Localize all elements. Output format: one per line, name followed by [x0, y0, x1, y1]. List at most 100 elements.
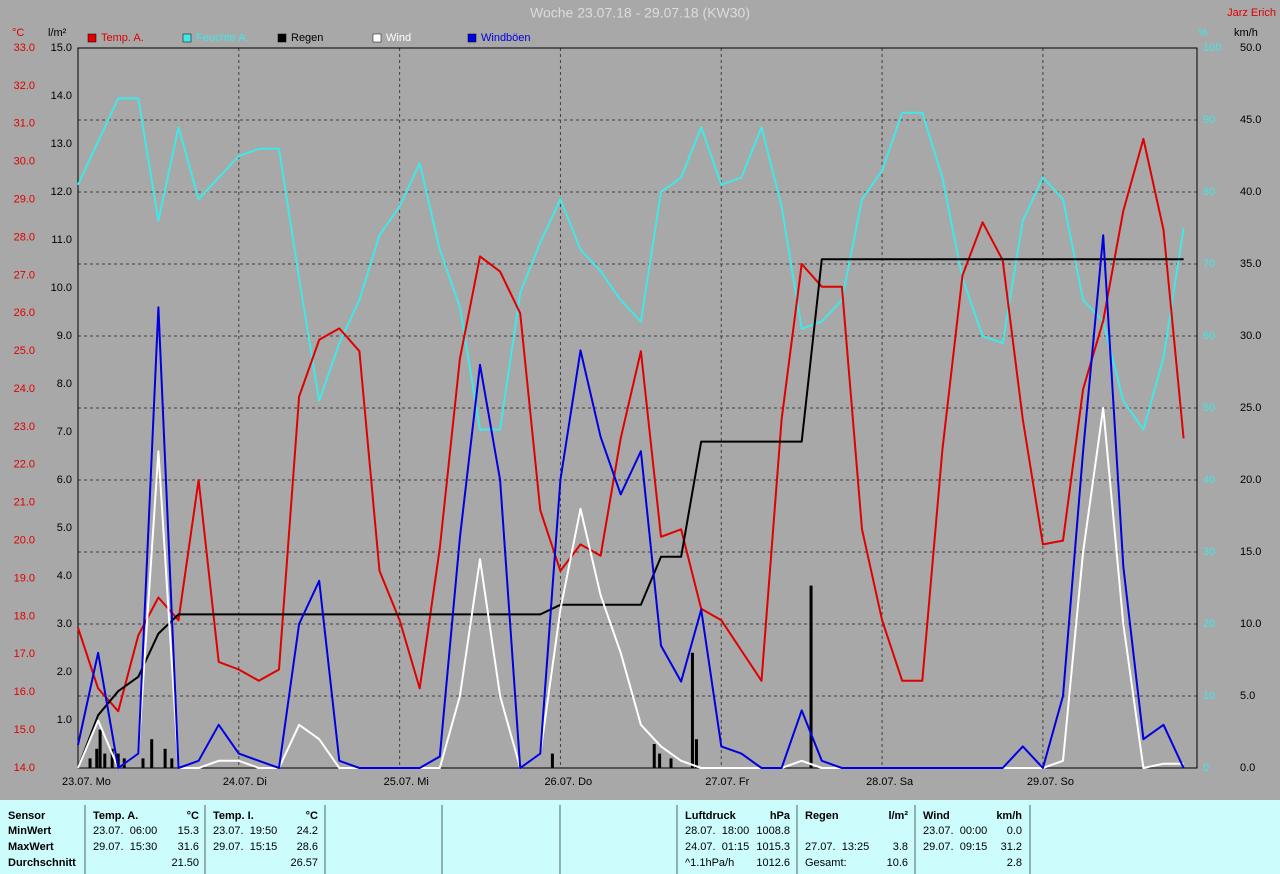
y2-tick-label: 0 [1203, 762, 1209, 774]
y4-tick-label: 35.0 [1240, 258, 1261, 270]
y4-tick-label: 25.0 [1240, 402, 1261, 414]
cell-value: 28.6 [297, 841, 318, 853]
group-name: Wind [923, 810, 950, 822]
rain-bar [110, 748, 114, 768]
y3-tick-label: 6.0 [57, 474, 72, 486]
y2-tick-label: 30 [1203, 546, 1215, 558]
cell-value: 15.3 [178, 825, 199, 837]
y-tick-label: 27.0 [14, 269, 35, 281]
cell-value: 26.57 [290, 857, 318, 869]
y4-tick-label: 30.0 [1240, 330, 1261, 342]
cell-date: Gesamt: [805, 857, 847, 869]
y2-tick-label: 70 [1203, 258, 1215, 270]
x-tick-label: 23.07. Mo [62, 776, 111, 788]
y3-tick-label: 14.0 [51, 90, 72, 102]
cell-value: 1012.6 [756, 857, 790, 869]
cell-date: 27.07. 13:25 [805, 841, 869, 853]
rain-bar [694, 739, 698, 768]
y2-tick-label: 80 [1203, 186, 1215, 198]
y3-tick-label: 8.0 [57, 378, 72, 390]
y4-tick-label: 10.0 [1240, 618, 1261, 630]
cell-date: 28.07. 18:00 [685, 825, 749, 837]
rain-bar [163, 748, 167, 768]
row-label: MinWert [8, 825, 52, 837]
y4-tick-label: 50.0 [1240, 42, 1261, 54]
y3-tick-label: 12.0 [51, 186, 72, 198]
y3-tick-label: 7.0 [57, 426, 72, 438]
series-line [77, 137, 1185, 713]
y3-tick-label: 10.0 [51, 282, 72, 294]
cell-value: 0.0 [1007, 825, 1022, 837]
rain-bar [98, 729, 102, 768]
group-name: Regen [805, 810, 839, 822]
rain-bar [150, 739, 154, 768]
group-unit: hPa [770, 810, 791, 822]
cell-date: ^1.1hPa/h [685, 857, 734, 869]
cell-value: 2.8 [1007, 857, 1022, 869]
cell-value: 31.6 [178, 841, 199, 853]
y2-tick-label: 50 [1203, 402, 1215, 414]
legend-label: Windböen [481, 32, 531, 44]
y2-tick-label: 60 [1203, 330, 1215, 342]
group-unit: l/m² [888, 810, 908, 822]
y3-tick-label: 13.0 [51, 138, 72, 150]
series-line [77, 258, 1184, 769]
y2-tick-label: 40 [1203, 474, 1215, 486]
y4-tick-label: 15.0 [1240, 546, 1261, 558]
plot-frame [77, 47, 1198, 769]
y-tick-label: 16.0 [14, 686, 35, 698]
table-background [0, 800, 1280, 874]
y3-tick-label: 3.0 [57, 618, 72, 630]
rain-bar [809, 585, 813, 768]
group-name: Temp. A. [93, 810, 138, 822]
y3-tick-label: 4.0 [57, 570, 72, 582]
legend-swatch [182, 33, 192, 43]
y3-tick-label: 5.0 [57, 522, 72, 534]
rain-bar [658, 753, 662, 768]
x-tick-label: 24.07. Di [223, 776, 267, 788]
legend-swatch [87, 33, 97, 43]
y-tick-label: 18.0 [14, 610, 35, 622]
y-tick-label: 32.0 [14, 80, 35, 92]
y-tick-label: 25.0 [14, 345, 35, 357]
legend-swatch [277, 33, 287, 43]
legend-label: Feuchte A. [196, 32, 249, 44]
rain-bar [141, 758, 145, 768]
legend-swatch [467, 33, 477, 43]
x-tick-label: 27.07. Fr [705, 776, 749, 788]
y2-tick-label: 20 [1203, 618, 1215, 630]
x-tick-label: 28.07. Sa [866, 776, 914, 788]
rain-bar [95, 748, 99, 768]
cell-date: 23.07. 19:50 [213, 825, 277, 837]
series-line [77, 97, 1185, 431]
x-tick-label: 25.07. Mi [384, 776, 429, 788]
y-tick-label: 19.0 [14, 572, 35, 584]
y4-axis-unit: km/h [1234, 27, 1258, 39]
y-tick-label: 20.0 [14, 535, 35, 547]
cell-date: 29.07. 15:30 [93, 841, 157, 853]
y2-tick-label: 10 [1203, 690, 1215, 702]
y-tick-label: 23.0 [14, 421, 35, 433]
legend-label: Wind [386, 32, 411, 44]
row-label: MaxWert [8, 841, 54, 853]
legend-swatch [372, 33, 382, 43]
cell-date: 29.07. 09:15 [923, 841, 987, 853]
cell-value: 1008.8 [756, 825, 790, 837]
rain-bar [652, 744, 656, 768]
y3-tick-label: 2.0 [57, 666, 72, 678]
rain-bar [116, 753, 120, 768]
y-tick-label: 28.0 [14, 231, 35, 243]
author: Jarz Erich [1227, 7, 1276, 19]
group-unit: km/h [996, 810, 1022, 822]
rain-bar [550, 753, 554, 768]
legend-label: Temp. A. [101, 32, 144, 44]
y-tick-label: 30.0 [14, 156, 35, 168]
rain-bar [170, 758, 174, 768]
cell-value: 3.8 [893, 841, 908, 853]
rain-bar [103, 753, 107, 768]
y3-tick-label: 11.0 [51, 234, 72, 246]
group-name: Luftdruck [685, 810, 737, 822]
y3-tick-label: 9.0 [57, 330, 72, 342]
